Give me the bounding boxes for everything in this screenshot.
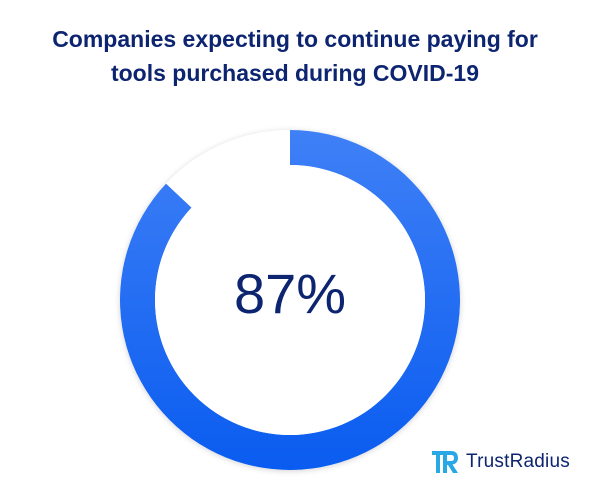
chart-title-line-1: Companies expecting to continue paying f… <box>52 26 538 52</box>
donut-hole <box>155 165 425 435</box>
brand-footer: TrustRadius <box>430 447 570 477</box>
donut-slice-remainder <box>166 130 290 208</box>
center-percentage-label: 87% <box>233 262 347 325</box>
trustradius-logo-icon <box>432 451 458 473</box>
chart-title: Companies expecting to continue paying f… <box>0 22 590 90</box>
chart-title-line-2: tools purchased during COVID-19 <box>110 60 480 86</box>
brand-name: TrustRadius <box>466 451 570 472</box>
